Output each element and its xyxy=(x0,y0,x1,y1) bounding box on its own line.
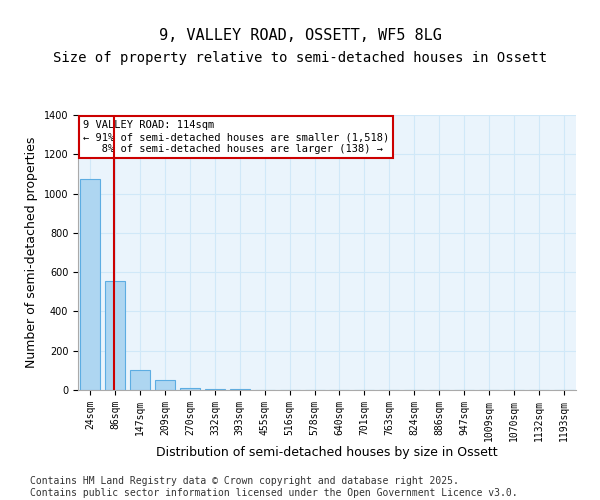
Text: 9, VALLEY ROAD, OSSETT, WF5 8LG: 9, VALLEY ROAD, OSSETT, WF5 8LG xyxy=(158,28,442,42)
Text: Contains HM Land Registry data © Crown copyright and database right 2025.
Contai: Contains HM Land Registry data © Crown c… xyxy=(30,476,518,498)
X-axis label: Distribution of semi-detached houses by size in Ossett: Distribution of semi-detached houses by … xyxy=(156,446,498,460)
Bar xyxy=(155,380,175,390)
Text: Size of property relative to semi-detached houses in Ossett: Size of property relative to semi-detach… xyxy=(53,51,547,65)
Bar xyxy=(180,388,200,390)
Text: 9 VALLEY ROAD: 114sqm
← 91% of semi-detached houses are smaller (1,518)
   8% of: 9 VALLEY ROAD: 114sqm ← 91% of semi-deta… xyxy=(83,120,389,154)
Bar xyxy=(205,389,225,390)
Bar xyxy=(80,179,100,390)
Bar xyxy=(106,281,125,390)
Y-axis label: Number of semi-detached properties: Number of semi-detached properties xyxy=(25,137,38,368)
Bar xyxy=(130,370,150,390)
